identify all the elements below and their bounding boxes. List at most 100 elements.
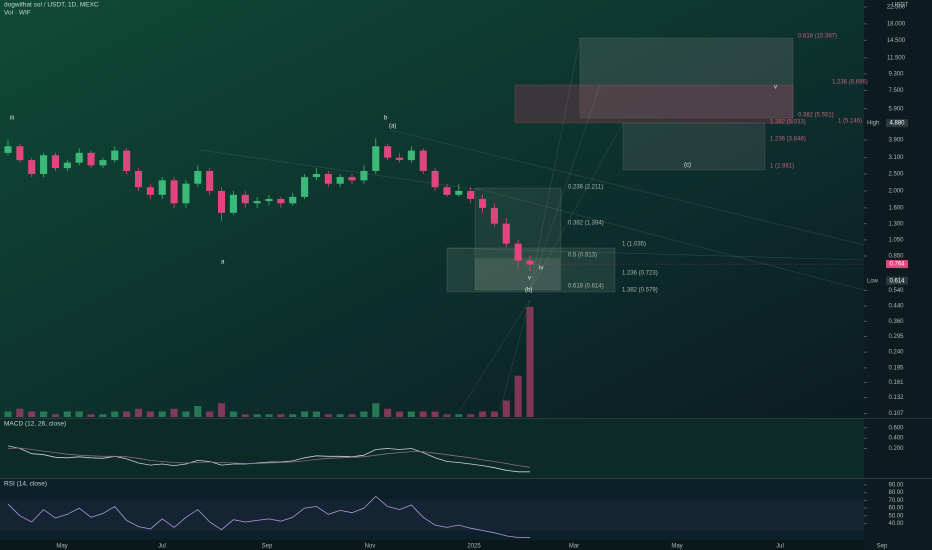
volume-bar xyxy=(241,414,249,417)
volume-bar xyxy=(194,406,202,417)
y-tick-label: 11.500 xyxy=(887,56,906,62)
y-tick-label: 22.500 xyxy=(887,4,906,10)
annotation: 0.5 (0.913) xyxy=(568,253,597,259)
annotation: 0.618 (15.387) xyxy=(798,34,837,40)
fib-box xyxy=(446,247,616,293)
candle-body xyxy=(170,180,178,204)
volume-bar xyxy=(407,411,415,417)
annotation: (b) xyxy=(525,288,532,294)
time-label: Nov xyxy=(365,544,376,550)
time-label: May xyxy=(56,544,67,550)
annotation: iv xyxy=(539,266,543,272)
marker-value: 0.614 xyxy=(889,278,905,284)
volume-bar xyxy=(526,307,534,417)
volume-bar xyxy=(265,414,273,417)
rsi-pane xyxy=(0,479,864,540)
candle-body xyxy=(217,190,226,213)
volume-label: Vol · WIF xyxy=(4,10,31,17)
annotation: 0.382 (1.394) xyxy=(568,221,604,227)
candle-body xyxy=(514,243,522,261)
symbol: dogwifhat sol / USDT, 1D, MEXC xyxy=(4,2,99,9)
candle-body xyxy=(289,196,297,204)
annotation: 1.236 (0.723) xyxy=(622,271,658,277)
annotation: (c) xyxy=(684,163,691,169)
volume-bar xyxy=(455,414,463,417)
annotation: v xyxy=(528,276,531,282)
candle-body xyxy=(229,194,237,213)
volume-bar xyxy=(312,411,321,417)
candle-body xyxy=(28,160,36,174)
y-tick-label: 60.00 xyxy=(888,506,904,512)
marker-value: 4.880 xyxy=(889,121,905,127)
volume-bar xyxy=(99,414,107,417)
candle-body xyxy=(478,198,487,208)
time-label: Jul xyxy=(776,544,784,550)
annotation: v xyxy=(774,85,777,91)
volume-bar xyxy=(360,411,368,417)
y-tick-label: 0.440 xyxy=(888,304,904,310)
volume-bar xyxy=(301,411,309,417)
candle-body xyxy=(194,170,202,184)
volume-bar xyxy=(384,408,392,417)
candle-body xyxy=(419,150,427,171)
fib-box xyxy=(514,84,794,124)
candle-body xyxy=(467,190,475,199)
y-tick-label: 0.195 xyxy=(888,366,904,372)
y-tick-label: 0.107 xyxy=(888,411,904,417)
volume-bar xyxy=(502,400,510,417)
volume-bar xyxy=(158,411,166,417)
annotation: 1.236 (3.848) xyxy=(770,137,806,143)
candle-body xyxy=(51,155,60,169)
candle-body xyxy=(253,201,261,204)
marker-tag xyxy=(886,119,908,128)
candle-body xyxy=(265,198,273,202)
marker-tag xyxy=(886,276,908,285)
y-tick-label: 9.300 xyxy=(888,72,904,78)
candle-body xyxy=(360,170,368,181)
y-tick-label: 0.295 xyxy=(888,334,904,340)
y-tick-label: 0.850 xyxy=(888,254,904,260)
candle-body xyxy=(4,146,12,153)
candle-body xyxy=(123,150,131,171)
candle-body xyxy=(312,173,321,178)
candle-body xyxy=(146,187,154,195)
y-tick-label: 0.240 xyxy=(888,350,904,356)
candle-body xyxy=(75,152,83,163)
volume-bar xyxy=(277,414,285,417)
fib-box xyxy=(475,258,560,290)
y-tick-label: 40.00 xyxy=(888,521,904,527)
volume-bar xyxy=(336,414,344,417)
volume-bar xyxy=(490,411,498,417)
candle-body xyxy=(324,173,332,184)
y-tick-label: 1.050 xyxy=(888,238,904,244)
candle-body xyxy=(241,194,249,204)
annotation: 1 (2.881) xyxy=(770,164,794,170)
volume-bar xyxy=(229,411,237,417)
volume-bar xyxy=(134,408,143,417)
candle-body xyxy=(336,177,344,184)
candle-body xyxy=(111,150,119,161)
volume-bar xyxy=(123,411,131,417)
volume-bar xyxy=(40,411,48,417)
time-label: Sep xyxy=(877,544,888,550)
volume-bar xyxy=(419,411,427,417)
time-label: Jul xyxy=(158,544,166,550)
y-tick-label: 3.100 xyxy=(888,155,904,161)
volume-bar xyxy=(87,414,95,417)
candle-body xyxy=(526,260,534,265)
volume-bar xyxy=(111,411,119,417)
last-price-tag xyxy=(886,260,908,269)
volume-bar xyxy=(182,411,190,417)
candle-body xyxy=(348,177,356,181)
volume-bar xyxy=(75,411,83,417)
annotation: 1.382 (5.033) xyxy=(770,120,806,126)
y-tick-label: 50.00 xyxy=(888,513,904,519)
candle-body xyxy=(384,146,392,158)
annotation: iii xyxy=(10,116,14,122)
candle-body xyxy=(395,157,404,161)
volume-bar xyxy=(514,375,522,417)
indicator-line xyxy=(7,447,531,468)
time-axis xyxy=(0,540,864,550)
fib-box xyxy=(579,37,794,119)
time-label: May xyxy=(671,544,682,550)
